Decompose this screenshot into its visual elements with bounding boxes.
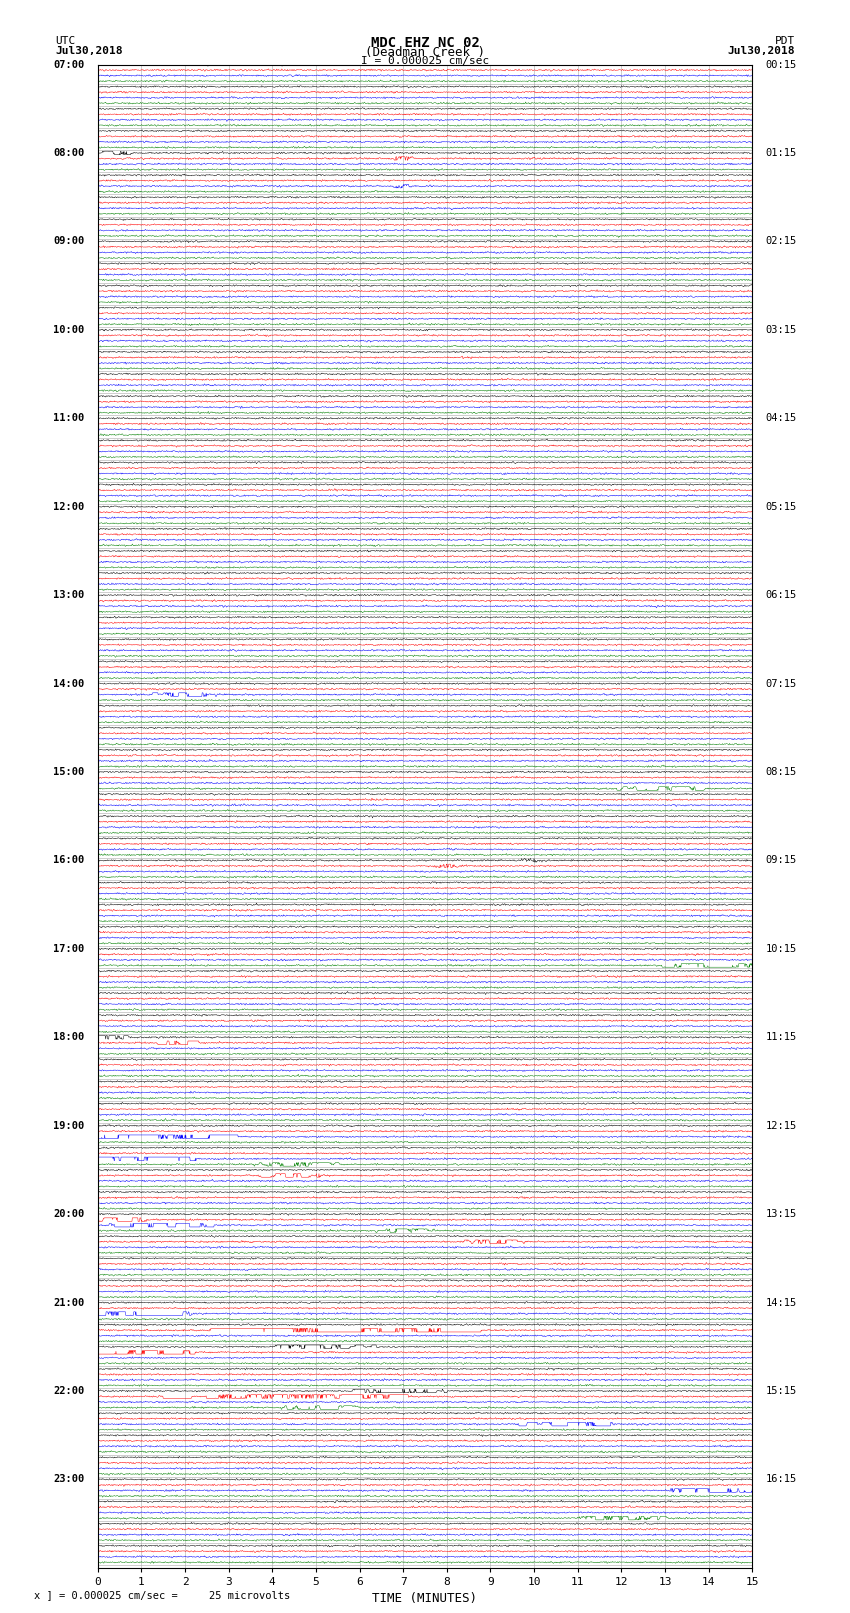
Text: x ] = 0.000025 cm/sec =     25 microvolts: x ] = 0.000025 cm/sec = 25 microvolts [34, 1590, 290, 1600]
Text: 02:15: 02:15 [765, 237, 796, 247]
Text: Jul30,2018: Jul30,2018 [728, 45, 795, 56]
Text: 09:15: 09:15 [765, 855, 796, 866]
Text: 10:00: 10:00 [54, 324, 85, 336]
Text: 03:15: 03:15 [765, 324, 796, 336]
Text: 10:15: 10:15 [765, 944, 796, 953]
Text: 19:00: 19:00 [54, 1121, 85, 1131]
Text: 05:15: 05:15 [765, 502, 796, 511]
Text: Jul30,2018: Jul30,2018 [55, 45, 122, 56]
Text: 15:15: 15:15 [765, 1386, 796, 1395]
Text: 12:00: 12:00 [54, 502, 85, 511]
Text: 21:00: 21:00 [54, 1297, 85, 1308]
Text: 16:15: 16:15 [765, 1474, 796, 1484]
Text: 08:00: 08:00 [54, 148, 85, 158]
Text: 06:15: 06:15 [765, 590, 796, 600]
Text: 13:00: 13:00 [54, 590, 85, 600]
Text: 23:00: 23:00 [54, 1474, 85, 1484]
Text: 07:00: 07:00 [54, 60, 85, 69]
Text: 20:00: 20:00 [54, 1210, 85, 1219]
Text: 22:00: 22:00 [54, 1386, 85, 1395]
Text: 15:00: 15:00 [54, 766, 85, 777]
Text: 08:15: 08:15 [765, 766, 796, 777]
Text: 16:00: 16:00 [54, 855, 85, 866]
Text: UTC: UTC [55, 37, 76, 47]
Text: 17:00: 17:00 [54, 944, 85, 953]
Text: 04:15: 04:15 [765, 413, 796, 423]
Text: 11:00: 11:00 [54, 413, 85, 423]
Text: 14:00: 14:00 [54, 679, 85, 689]
Text: 14:15: 14:15 [765, 1297, 796, 1308]
Text: 12:15: 12:15 [765, 1121, 796, 1131]
Text: MDC EHZ NC 02: MDC EHZ NC 02 [371, 37, 479, 50]
Text: 09:00: 09:00 [54, 237, 85, 247]
Text: 13:15: 13:15 [765, 1210, 796, 1219]
X-axis label: TIME (MINUTES): TIME (MINUTES) [372, 1592, 478, 1605]
Text: 11:15: 11:15 [765, 1032, 796, 1042]
Text: PDT: PDT [774, 37, 795, 47]
Text: 00:15: 00:15 [765, 60, 796, 69]
Text: 01:15: 01:15 [765, 148, 796, 158]
Text: I = 0.000025 cm/sec: I = 0.000025 cm/sec [361, 56, 489, 66]
Text: 18:00: 18:00 [54, 1032, 85, 1042]
Text: 07:15: 07:15 [765, 679, 796, 689]
Text: (Deadman Creek ): (Deadman Creek ) [365, 45, 485, 60]
